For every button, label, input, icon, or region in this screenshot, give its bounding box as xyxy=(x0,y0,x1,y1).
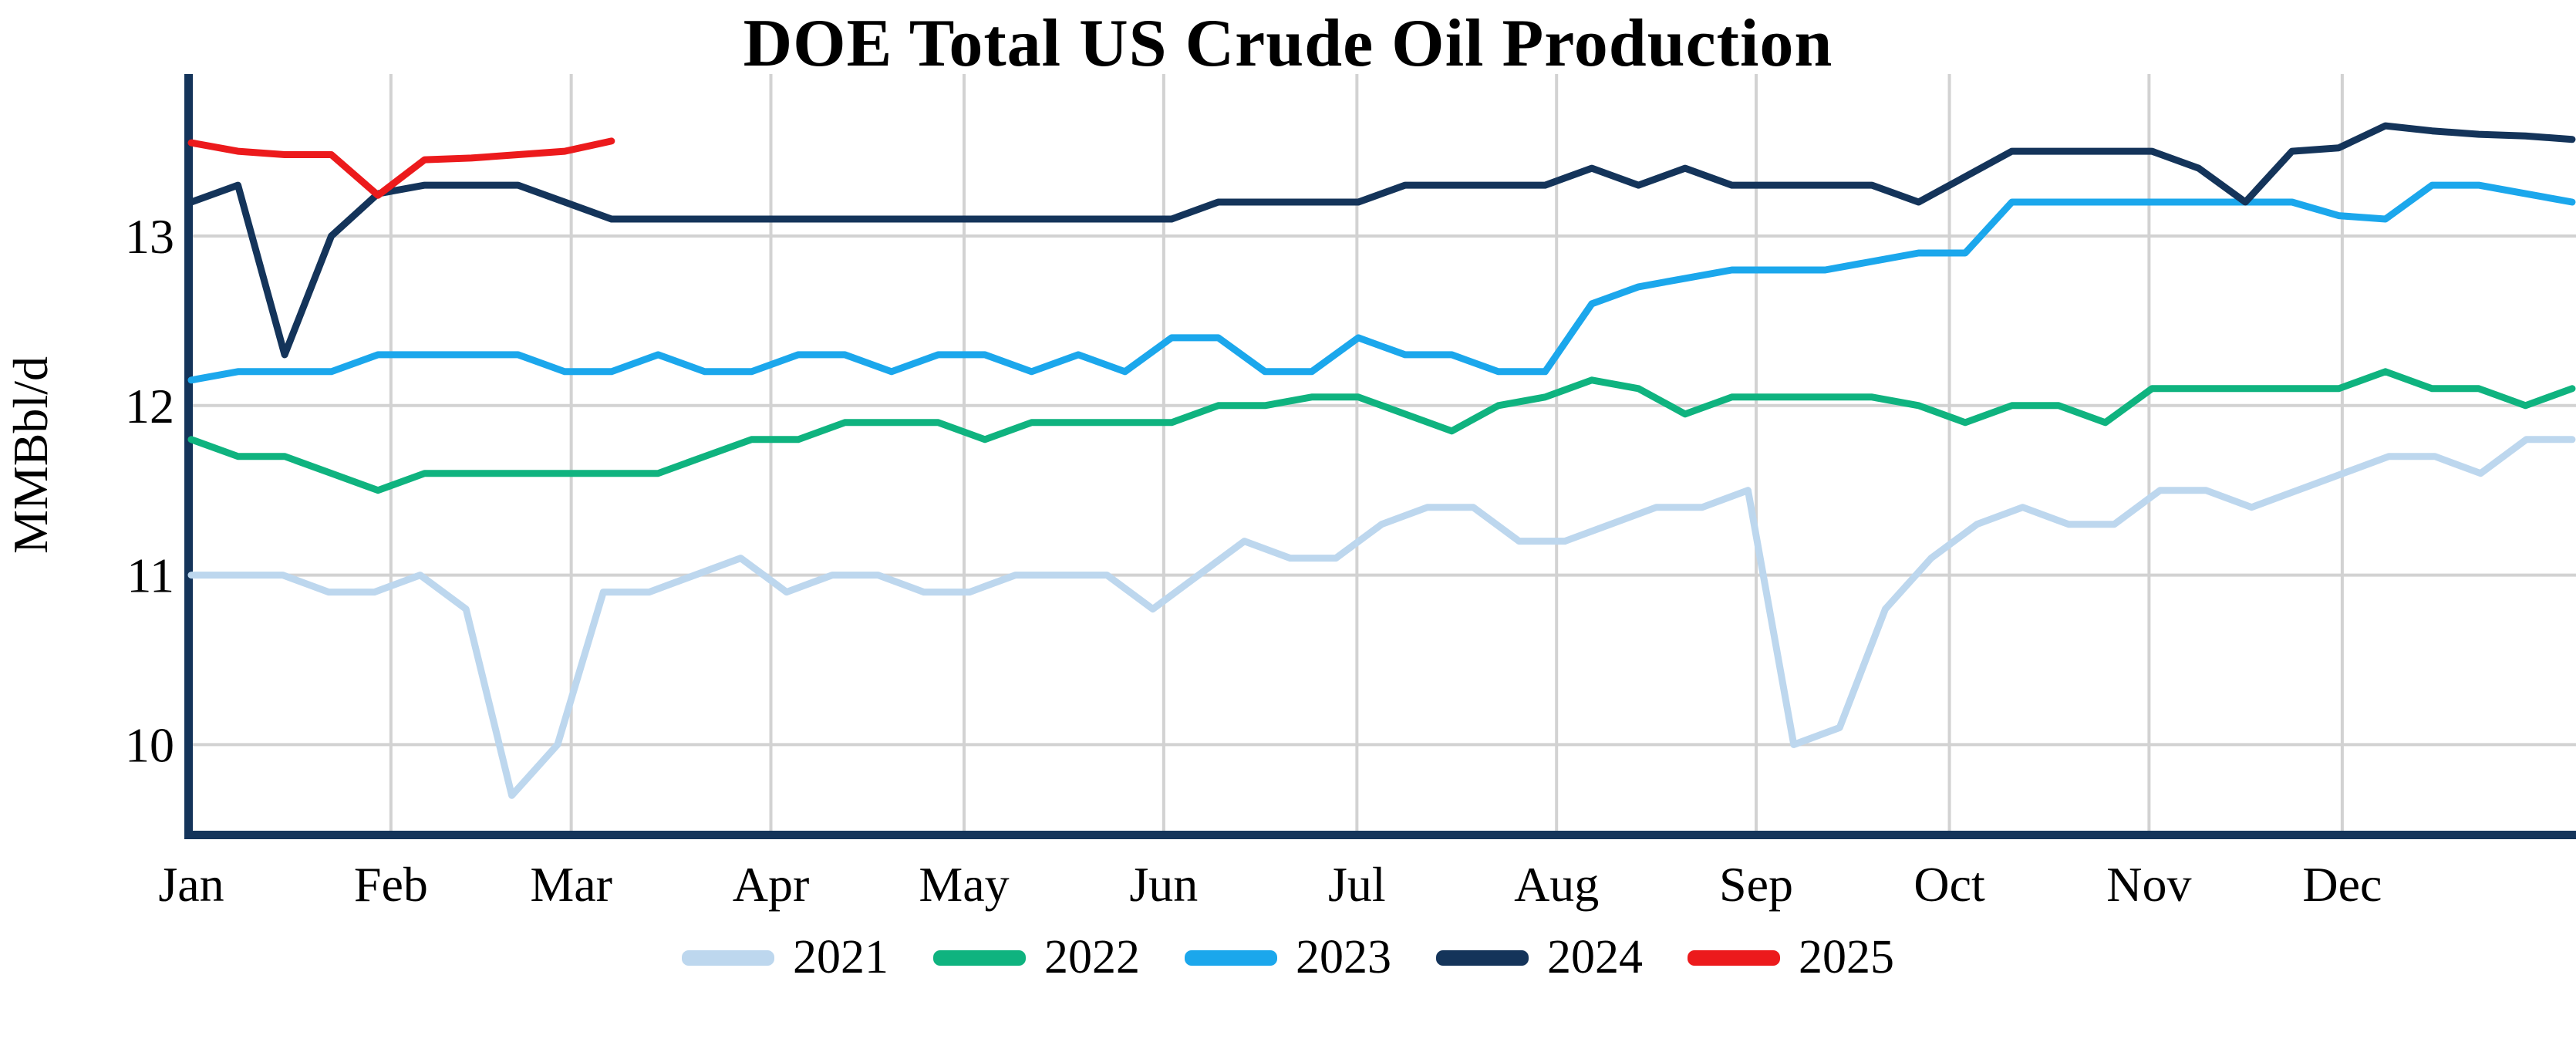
x-tick-label-Jun: Jun xyxy=(1129,857,1198,912)
x-tick-label-Sep: Sep xyxy=(1719,857,1793,912)
x-tick-label-Feb: Feb xyxy=(354,857,428,912)
legend-label-2025: 2025 xyxy=(1799,931,1894,983)
series-layer xyxy=(187,122,2576,799)
series-line-2021 xyxy=(187,436,2576,799)
x-tick-label-Jan: Jan xyxy=(158,857,224,912)
x-tick-label-Apr: Apr xyxy=(733,857,810,912)
legend-item-2025: 2025 xyxy=(1688,930,1894,985)
x-tick-label-Jul: Jul xyxy=(1328,857,1386,912)
legend-label-2021: 2021 xyxy=(793,931,888,983)
legend-swatch-2023 xyxy=(1185,949,1277,966)
y-tick-label-11: 11 xyxy=(126,548,174,603)
x-axis-spine xyxy=(184,831,2576,839)
legend-swatch-2024 xyxy=(1436,949,1529,966)
legend-label-2022: 2022 xyxy=(1044,931,1140,983)
tick-label-layer: 13 12 11 10 Jan Feb Mar Apr May Jun Jul Aug Sep Oct No… xyxy=(125,209,2382,912)
legend-label-2024: 2024 xyxy=(1547,931,1643,983)
x-tick-label-May: May xyxy=(919,857,1009,912)
y-tick-label-12: 12 xyxy=(125,379,174,433)
legend-item-2024: 2024 xyxy=(1436,930,1643,985)
legend-swatch-2025 xyxy=(1688,949,1780,966)
x-tick-label-Nov: Nov xyxy=(2106,857,2191,912)
x-tick-label-Aug: Aug xyxy=(1514,857,1599,912)
series-line-2024 xyxy=(187,122,2576,359)
series-line-2025 xyxy=(187,137,615,199)
legend-item-2021: 2021 xyxy=(682,930,888,985)
y-axis-spine xyxy=(184,74,193,839)
chart-title: DOE Total US Crude Oil Production xyxy=(743,6,1833,81)
y-tick-label-13: 13 xyxy=(125,209,174,264)
legend-item-2022: 2022 xyxy=(933,930,1140,985)
series-line-2023 xyxy=(187,181,2576,384)
x-tick-label-Oct: Oct xyxy=(1913,857,1985,912)
grid-layer xyxy=(191,74,2576,831)
x-tick-label-Mar: Mar xyxy=(530,857,612,912)
chart-legend: 2021 2022 2023 2024 2025 xyxy=(0,930,2576,985)
y-tick-label-10: 10 xyxy=(125,717,174,772)
legend-label-2023: 2023 xyxy=(1296,931,1391,983)
legend-swatch-2022 xyxy=(933,949,1026,966)
x-tick-label-Dec: Dec xyxy=(2302,857,2382,912)
legend-swatch-2021 xyxy=(682,949,774,966)
series-line-2022 xyxy=(187,368,2576,494)
axis-spines xyxy=(184,74,2576,839)
legend-item-2023: 2023 xyxy=(1185,930,1391,985)
